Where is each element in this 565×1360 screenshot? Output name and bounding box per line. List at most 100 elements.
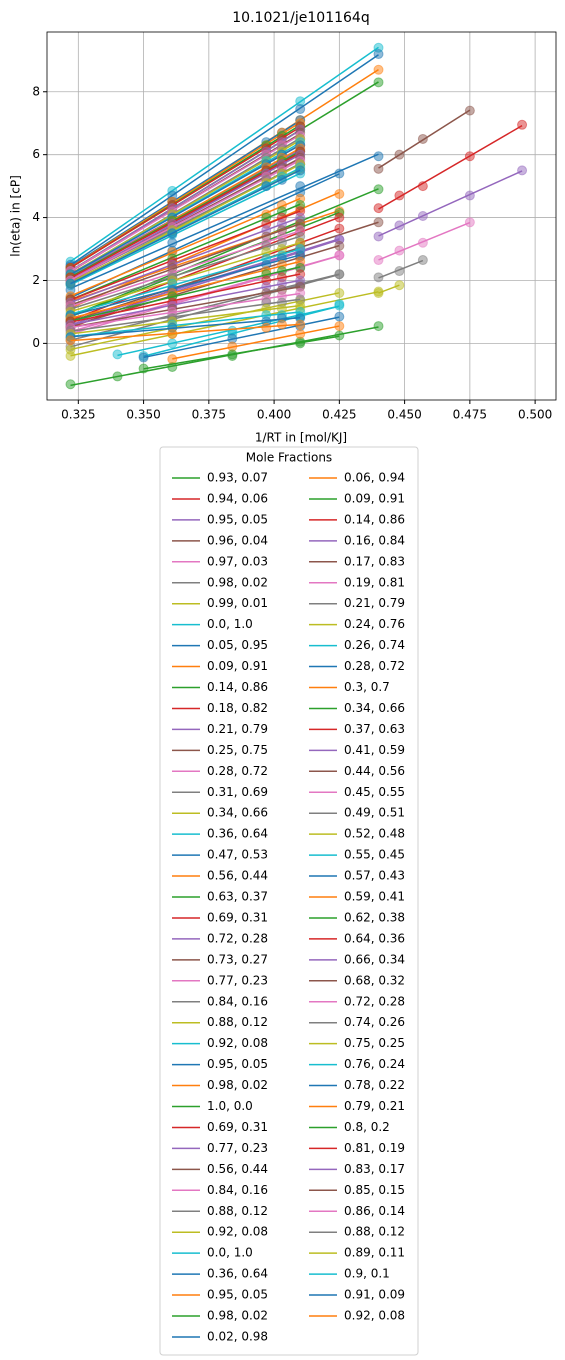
y-axis-label: ln(eta) in [cP] bbox=[9, 175, 23, 257]
legend-label: 0.84, 0.16 bbox=[207, 1183, 268, 1197]
fit-line bbox=[70, 188, 379, 318]
legend-label: 0.84, 0.16 bbox=[207, 994, 268, 1008]
legend-label: 0.92, 0.08 bbox=[344, 1309, 405, 1323]
fit-line bbox=[70, 273, 340, 348]
data-point bbox=[373, 203, 384, 214]
legend-label: 0.45, 0.55 bbox=[344, 785, 405, 799]
legend-label: 0.25, 0.75 bbox=[207, 743, 268, 757]
legend-label: 1.0, 0.0 bbox=[207, 1099, 253, 1113]
legend-label: 0.9, 0.1 bbox=[344, 1267, 390, 1281]
legend-label: 0.34, 0.66 bbox=[207, 806, 268, 820]
legend-label: 0.92, 0.08 bbox=[207, 1036, 268, 1050]
legend-label: 0.73, 0.27 bbox=[207, 952, 268, 966]
fit-line bbox=[143, 305, 340, 357]
data-point bbox=[334, 223, 345, 234]
x-axis-label: 1/RT in [mol/KJ] bbox=[255, 431, 347, 445]
legend-label: 0.09, 0.91 bbox=[207, 659, 268, 673]
legend-label: 0.14, 0.86 bbox=[207, 680, 268, 694]
x-tick-label: 0.450 bbox=[387, 408, 421, 422]
data-point bbox=[295, 338, 306, 349]
data-point bbox=[464, 190, 475, 201]
data-point bbox=[417, 255, 428, 266]
legend-label: 0.93, 0.07 bbox=[207, 471, 268, 485]
data-point bbox=[373, 272, 384, 283]
fit-line bbox=[70, 169, 301, 285]
data-point bbox=[373, 321, 384, 332]
legend-label: 0.64, 0.36 bbox=[344, 931, 405, 945]
fit-line bbox=[70, 235, 301, 310]
fit-line bbox=[70, 54, 379, 266]
chart-title: 10.1021/je101164q bbox=[232, 10, 369, 26]
data-point bbox=[295, 328, 306, 339]
data-point bbox=[373, 217, 384, 228]
legend-label: 0.34, 0.66 bbox=[344, 701, 405, 715]
legend-label: 0.72, 0.28 bbox=[344, 994, 405, 1008]
legend: 0.93, 0.07 0.94, 0.06 0.95, 0.05 0.96, 0.04… bbox=[172, 471, 405, 1343]
legend-label: 0.83, 0.17 bbox=[344, 1162, 405, 1176]
data-point bbox=[373, 77, 384, 88]
data-point bbox=[417, 211, 428, 221]
legend-label: 0.88, 0.12 bbox=[344, 1225, 405, 1239]
y-tick-label: 6 bbox=[32, 147, 40, 161]
legend-label: 0.24, 0.76 bbox=[344, 617, 405, 631]
data-point bbox=[261, 181, 272, 192]
data-point bbox=[276, 174, 287, 185]
data-point bbox=[334, 311, 345, 322]
legend-label: 0.92, 0.08 bbox=[207, 1225, 268, 1239]
data-point bbox=[517, 165, 528, 176]
legend-label: 0.77, 0.23 bbox=[207, 973, 268, 987]
legend-label: 0.69, 0.31 bbox=[207, 1120, 268, 1134]
legend-label: 0.06, 0.94 bbox=[344, 471, 405, 485]
fit-line bbox=[70, 203, 301, 301]
data-point bbox=[334, 212, 345, 223]
legend-label: 0.36, 0.64 bbox=[207, 1267, 268, 1281]
data-point bbox=[167, 237, 178, 248]
x-tick-label: 0.375 bbox=[192, 408, 226, 422]
legend-label: 0.95, 0.05 bbox=[207, 512, 268, 526]
legend-label: 0.68, 0.32 bbox=[344, 973, 405, 987]
legend-label: 0.98, 0.02 bbox=[207, 575, 268, 589]
legend-label: 0.18, 0.82 bbox=[207, 701, 268, 715]
data-point bbox=[65, 379, 76, 390]
data-point bbox=[517, 119, 528, 130]
legend-label: 0.21, 0.79 bbox=[207, 722, 268, 736]
legend-box bbox=[159, 446, 419, 1356]
data-point bbox=[394, 266, 405, 277]
data-point bbox=[464, 217, 475, 228]
legend-label: 0.88, 0.12 bbox=[207, 1015, 268, 1029]
data-point bbox=[167, 328, 178, 339]
fit-line bbox=[143, 335, 340, 370]
legend-label: 0.55, 0.45 bbox=[344, 848, 405, 862]
legend-label: 0.02, 0.98 bbox=[207, 1329, 268, 1343]
legend-label: 0.94, 0.06 bbox=[207, 491, 268, 505]
data-point bbox=[295, 181, 306, 192]
legend-label: 0.95, 0.05 bbox=[207, 1288, 268, 1302]
legend-label: 0.26, 0.74 bbox=[344, 638, 405, 652]
legend-label: 0.89, 0.11 bbox=[344, 1246, 405, 1260]
legend-label: 0.78, 0.22 bbox=[344, 1078, 405, 1092]
data-point bbox=[295, 165, 306, 176]
mark-layer bbox=[65, 42, 528, 390]
data-point bbox=[373, 151, 384, 162]
data-point bbox=[417, 133, 428, 144]
legend-label: 0.41, 0.59 bbox=[344, 743, 405, 757]
data-point bbox=[464, 151, 475, 162]
legend-label: 0.81, 0.19 bbox=[344, 1141, 405, 1155]
fit-line bbox=[143, 316, 340, 359]
fit-line bbox=[172, 325, 340, 360]
y-tick-label: 8 bbox=[32, 84, 40, 98]
data-point bbox=[227, 349, 238, 360]
plot-frame bbox=[46, 31, 557, 401]
legend-label: 0.98, 0.02 bbox=[207, 1309, 268, 1323]
data-point bbox=[373, 184, 384, 195]
data-point bbox=[373, 163, 384, 174]
data-point bbox=[394, 220, 405, 231]
legend-label: 0.75, 0.25 bbox=[344, 1036, 405, 1050]
legend-label: 0.59, 0.41 bbox=[344, 890, 405, 904]
legend-label: 0.28, 0.72 bbox=[344, 659, 405, 673]
fit-line bbox=[70, 216, 340, 321]
legend-label: 0.49, 0.51 bbox=[344, 806, 405, 820]
legend-label: 0.96, 0.04 bbox=[207, 533, 268, 547]
legend-label: 0.63, 0.37 bbox=[207, 890, 268, 904]
